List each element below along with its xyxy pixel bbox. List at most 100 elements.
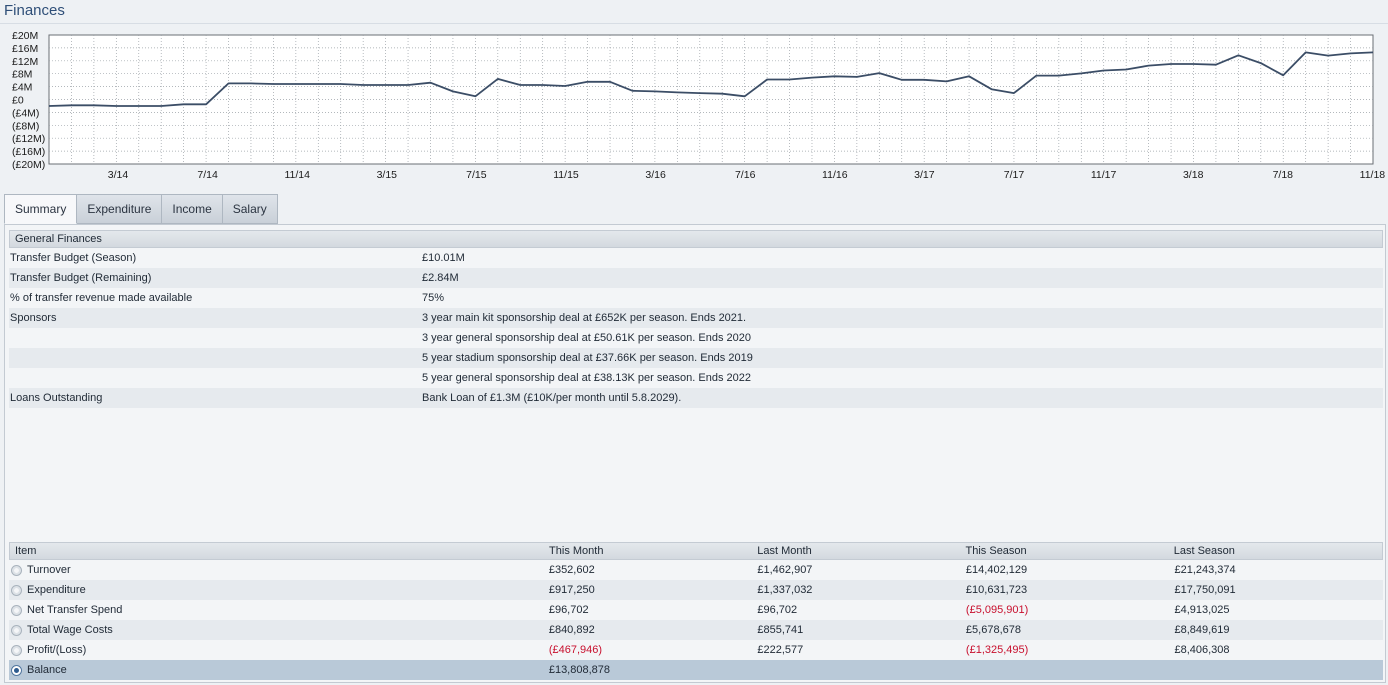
this-season-cell: £10,631,723 (965, 584, 1028, 596)
row-value: £2.84M (422, 272, 459, 284)
title-divider (0, 23, 1388, 24)
y-tick-label: (£8M) (12, 120, 39, 132)
list-item: Sponsors 3 year main kit sponsorship dea… (9, 308, 1383, 328)
this-season-cell: (£1,325,495) (965, 644, 1029, 656)
x-tick-label: 11/15 (553, 169, 579, 181)
finance-tabs: Summary Expenditure Income Salary (4, 194, 278, 224)
column-header-item[interactable]: Item (15, 545, 37, 557)
column-header-this-season[interactable]: This Season (965, 545, 1027, 557)
finance-table-header: Item This Month Last Month This Season L… (9, 542, 1383, 560)
this-season-cell: £5,678,678 (965, 624, 1021, 636)
last-season-cell: £17,750,091 (1174, 584, 1236, 596)
summary-panel: General Finances Transfer Budget (Season… (4, 224, 1386, 683)
table-row[interactable]: Expenditure £917,250 £1,337,032 £10,631,… (9, 580, 1383, 600)
balance-series-line (48, 51, 1374, 107)
y-tick-label: £12M (12, 56, 38, 68)
this-month-cell: £352,602 (548, 564, 595, 576)
this-month-cell: £13,808,878 (548, 664, 610, 676)
x-tick-label: 7/16 (735, 169, 756, 181)
y-tick-label: (£12M) (12, 133, 45, 145)
finance-line-chart: £20M£16M£12M£8M£4M£0(£4M)(£8M)(£12M)(£16… (12, 30, 1386, 181)
item-label: Total Wage Costs (27, 624, 113, 636)
x-tick-label: 7/15 (466, 169, 487, 181)
radio-button[interactable] (11, 624, 22, 636)
list-item: 5 year general sponsorship deal at £38.1… (9, 368, 1383, 388)
tab-summary[interactable]: Summary (4, 194, 78, 224)
row-label: Sponsors (10, 312, 57, 324)
y-tick-label: £0 (12, 95, 24, 107)
item-cell: Turnover (9, 564, 549, 576)
last-season-cell: £4,913,025 (1174, 604, 1230, 616)
item-cell: Net Transfer Spend (9, 604, 549, 616)
radio-button[interactable] (11, 564, 22, 576)
y-tick-label: (£20M) (12, 159, 45, 171)
list-item: Transfer Budget (Remaining) £2.84M (9, 268, 1383, 288)
x-tick-label: 11/14 (284, 169, 310, 181)
last-season-cell: £21,243,374 (1174, 564, 1236, 576)
page-title: Finances (4, 2, 65, 19)
row-label: Transfer Budget (Season) (10, 252, 137, 264)
x-tick-label: 3/16 (645, 169, 666, 181)
table-row[interactable]: Profit/(Loss) (£467,946) £222,577 (£1,32… (9, 640, 1383, 660)
column-header-last-season[interactable]: Last Season (1173, 545, 1235, 557)
list-item: % of transfer revenue made available 75% (9, 288, 1383, 308)
row-value: £10.01M (422, 252, 465, 264)
this-month-cell: £917,250 (548, 584, 595, 596)
radio-button[interactable] (11, 604, 22, 616)
item-label: Turnover (27, 564, 71, 576)
y-tick-label: £16M (12, 43, 38, 55)
row-label: % of transfer revenue made available (10, 292, 193, 304)
table-row[interactable]: Net Transfer Spend £96,702 £96,702 (£5,0… (9, 600, 1383, 620)
tab-salary[interactable]: Salary (222, 194, 278, 224)
column-header-this-month[interactable]: This Month (549, 545, 604, 557)
list-item: 5 year stadium sponsorship deal at £37.6… (9, 348, 1383, 368)
last-month-cell: £1,462,907 (757, 564, 813, 576)
general-finances-header: General Finances (9, 230, 1383, 248)
x-tick-label: 3/15 (377, 169, 398, 181)
this-month-cell: (£467,946) (548, 644, 603, 656)
row-label: Loans Outstanding (10, 392, 103, 404)
list-item: Loans Outstanding Bank Loan of £1.3M (£1… (9, 388, 1383, 408)
y-tick-label: £4M (12, 82, 32, 94)
x-tick-label: 11/16 (822, 169, 848, 181)
last-month-cell: £1,337,032 (757, 584, 813, 596)
finance-table-body: Turnover £352,602 £1,462,907 £14,402,129… (9, 560, 1383, 680)
item-cell: Profit/(Loss) (9, 644, 549, 656)
last-season-cell: £8,849,619 (1174, 624, 1230, 636)
tab-expenditure[interactable]: Expenditure (77, 194, 163, 224)
radio-button[interactable] (11, 644, 22, 656)
row-value: 5 year stadium sponsorship deal at £37.6… (422, 352, 753, 364)
this-season-cell: (£5,095,901) (965, 604, 1029, 616)
table-row[interactable]: Turnover £352,602 £1,462,907 £14,402,129… (9, 560, 1383, 580)
table-row[interactable]: Total Wage Costs £840,892 £855,741 £5,67… (9, 620, 1383, 640)
row-value: 75% (422, 292, 445, 304)
item-cell: Expenditure (9, 584, 549, 596)
row-value: Bank Loan of £1.3M (£10K/per month until… (422, 392, 682, 404)
y-tick-label: £20M (12, 30, 38, 42)
x-tick-label: 7/14 (197, 169, 218, 181)
table-row-selected[interactable]: Balance £13,808,878 (9, 660, 1383, 680)
last-month-cell: £222,577 (757, 644, 804, 656)
general-finances-list: Transfer Budget (Season) £10.01M Transfe… (9, 248, 1383, 408)
row-value: 3 year general sponsorship deal at £50.6… (422, 332, 752, 344)
radio-button[interactable] (11, 664, 22, 676)
last-season-cell: £8,406,308 (1174, 644, 1230, 656)
column-header-last-month[interactable]: Last Month (757, 545, 812, 557)
row-value: 5 year general sponsorship deal at £38.1… (422, 372, 752, 384)
radio-button[interactable] (11, 584, 22, 596)
x-tick-label: 7/17 (1004, 169, 1025, 181)
row-value: 3 year main kit sponsorship deal at £652… (422, 312, 747, 324)
last-month-cell: £855,741 (757, 624, 804, 636)
x-tick-label: 11/18 (1360, 169, 1386, 181)
item-label: Balance (27, 664, 67, 676)
item-cell: Total Wage Costs (9, 624, 549, 636)
list-item: 3 year general sponsorship deal at £50.6… (9, 328, 1383, 348)
plot-area (48, 34, 1374, 165)
tab-income[interactable]: Income (162, 194, 223, 224)
item-label: Profit/(Loss) (27, 644, 87, 656)
x-tick-label: 7/18 (1273, 169, 1294, 181)
last-month-cell: £96,702 (757, 604, 798, 616)
y-tick-label: (£4M) (12, 107, 39, 119)
this-season-cell: £14,402,129 (965, 564, 1028, 576)
y-tick-label: (£16M) (12, 146, 45, 158)
